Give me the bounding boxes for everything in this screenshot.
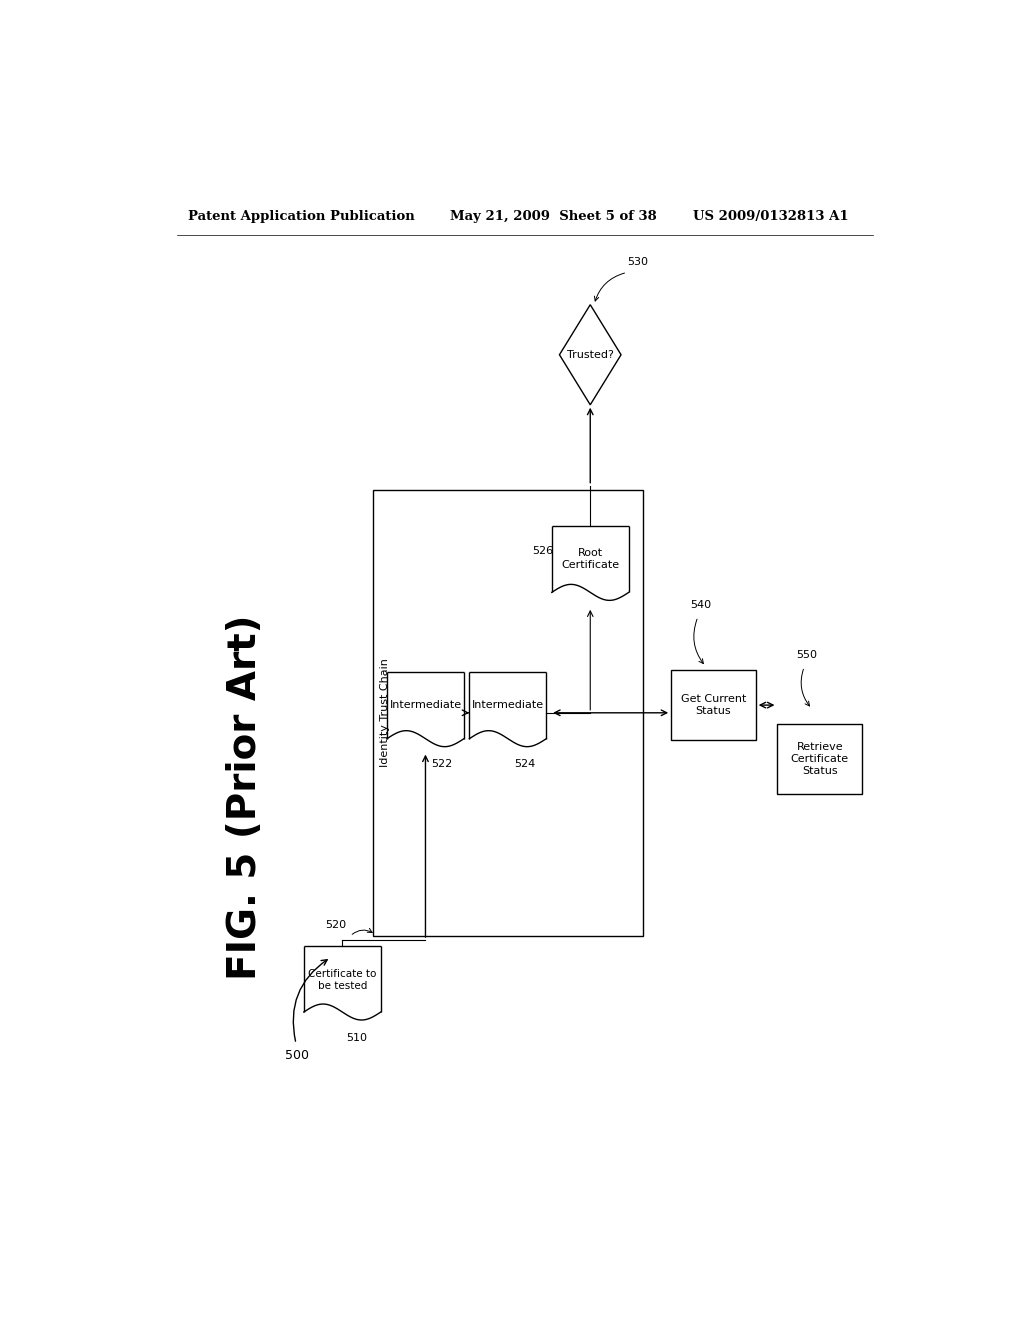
Text: 550: 550 [797, 649, 817, 660]
Text: Retrieve
Certificate
Status: Retrieve Certificate Status [791, 742, 849, 776]
Text: 510: 510 [346, 1032, 368, 1043]
Bar [777, 725, 862, 793]
Bar [373, 490, 643, 936]
Text: Root
Certificate: Root Certificate [561, 548, 620, 570]
Text: May 21, 2009  Sheet 5 of 38: May 21, 2009 Sheet 5 of 38 [451, 210, 656, 223]
Bar [671, 671, 756, 739]
Text: 522: 522 [432, 759, 453, 770]
Text: Intermediate: Intermediate [389, 700, 462, 710]
Text: 540: 540 [690, 601, 712, 610]
Text: US 2009/0132813 A1: US 2009/0132813 A1 [692, 210, 848, 223]
Text: Get Current
Status: Get Current Status [681, 694, 746, 715]
Text: Identity Trust Chain: Identity Trust Chain [381, 659, 390, 767]
Text: Certificate to
be tested: Certificate to be tested [308, 969, 377, 991]
Text: 530: 530 [628, 257, 648, 268]
Text: Trusted?: Trusted? [567, 350, 613, 360]
Polygon shape [559, 305, 621, 405]
Text: 500: 500 [285, 1049, 308, 1063]
Text: Intermediate: Intermediate [472, 700, 544, 710]
Text: FIG. 5 (Prior Art): FIG. 5 (Prior Art) [225, 615, 263, 981]
Text: 526: 526 [532, 546, 554, 556]
Text: 524: 524 [514, 759, 536, 770]
Text: 520: 520 [325, 920, 346, 929]
Text: Patent Application Publication: Patent Application Publication [188, 210, 415, 223]
